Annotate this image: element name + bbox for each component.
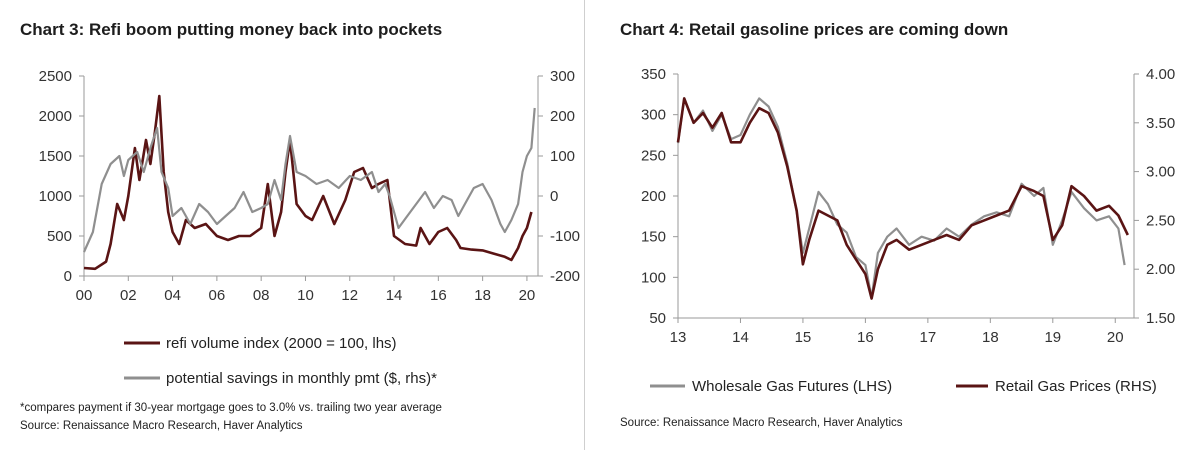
chart-3-panel: Chart 3: Refi boom putting money back in…: [0, 0, 585, 450]
chart-4-left-tick-label: 250: [641, 147, 666, 164]
chart-3-right-tick-label: 100: [550, 148, 575, 165]
chart-4-x-tick-label: 14: [732, 329, 749, 346]
chart-4-right-tick-label: 3.50: [1146, 115, 1175, 132]
chart-3-x-tick-label: 06: [209, 287, 226, 304]
chart-4-source: Source: Renaissance Macro Research, Have…: [620, 417, 903, 429]
chart-4-right-tick-label: 3.00: [1146, 164, 1175, 181]
chart-4-panel: Chart 4: Retail gasoline prices are comi…: [590, 0, 1201, 450]
chart-3-series-line-1: [82, 107, 536, 253]
chart-3-legend-label-0: refi volume index (2000 = 100, lhs): [166, 335, 397, 352]
chart-3-source: Source: Renaissance Macro Research, Have…: [20, 420, 303, 432]
chart-4-left-tick-label: 350: [641, 66, 666, 83]
chart-3-x-tick-label: 08: [253, 287, 270, 304]
chart-4-x-tick-label: 20: [1107, 329, 1124, 346]
chart-4-series-line-0: [676, 97, 1126, 299]
chart-4-left-tick-label: 150: [641, 229, 666, 246]
chart-3-left-tick-label: 1500: [39, 148, 72, 165]
chart-4-legend-label-0: Wholesale Gas Futures (LHS): [692, 378, 892, 395]
chart-3-x-tick-label: 20: [519, 287, 536, 304]
chart-3-series-line-0: [83, 94, 533, 271]
chart-4-right-tick-label: 2.50: [1146, 212, 1175, 229]
chart-4-x-tick-label: 13: [670, 329, 687, 346]
chart-4-x-tick-label: 19: [1044, 329, 1061, 346]
chart-4-x-tick-label: 18: [982, 329, 999, 346]
chart-3-left-tick-label: 500: [47, 228, 72, 245]
chart-4-right-tick-label: 1.50: [1146, 310, 1175, 327]
chart-4-x-tick-label: 15: [795, 329, 812, 346]
chart-4-x-tick-label: 16: [857, 329, 874, 346]
chart-3-right-tick-label: 0: [550, 188, 558, 205]
chart-3-x-tick-label: 10: [297, 287, 314, 304]
chart-4-left-tick-label: 50: [649, 310, 666, 327]
chart-3-left-tick-label: 1000: [39, 188, 72, 205]
chart-4-series-line-1: [676, 97, 1129, 300]
chart-3-right-tick-label: 300: [550, 68, 575, 85]
chart-4-left-tick-label: 200: [641, 188, 666, 205]
chart-4-left-tick-label: 100: [641, 269, 666, 286]
chart-3-x-tick-label: 14: [386, 287, 403, 304]
chart-4-title: Chart 4: Retail gasoline prices are comi…: [620, 20, 1009, 39]
chart-3-title: Chart 3: Refi boom putting money back in…: [20, 20, 443, 39]
chart-3-left-tick-label: 2000: [39, 108, 72, 125]
chart-4-right-tick-label: 4.00: [1146, 66, 1175, 83]
chart-4-x-tick-label: 17: [920, 329, 937, 346]
chart-3-legend-label-1: potential savings in monthly pmt ($, rhs…: [166, 370, 437, 387]
chart-4-plot: 50 100 150 200 250 300 350 1.50 2.00 2.50 3.00 3.50…: [641, 66, 1175, 395]
chart-3-right-tick-label: -200: [550, 268, 580, 285]
chart-3-x-tick-label: 12: [341, 287, 358, 304]
chart-3-x-tick-label: 00: [76, 287, 93, 304]
chart-4-right-tick-label: 2.00: [1146, 261, 1175, 278]
chart-3-x-tick-label: 02: [120, 287, 137, 304]
chart-4-left-tick-label: 300: [641, 107, 666, 124]
chart-3-left-tick-label: 0: [64, 268, 72, 285]
chart-3-plot: 0 500 1000 1500 2000 2500 -200 -100 0 100 200 300 00…: [39, 68, 580, 387]
chart-3-left-tick-label: 2500: [39, 68, 72, 85]
chart-3-x-tick-label: 16: [430, 287, 447, 304]
chart-3-right-tick-label: 200: [550, 108, 575, 125]
chart-3-x-tick-label: 18: [474, 287, 491, 304]
chart-3-right-tick-label: -100: [550, 228, 580, 245]
chart-4-legend-label-1: Retail Gas Prices (RHS): [995, 378, 1157, 395]
chart-3-footnote: *compares payment if 30-year mortgage go…: [20, 402, 442, 414]
chart-3-x-tick-label: 04: [164, 287, 181, 304]
